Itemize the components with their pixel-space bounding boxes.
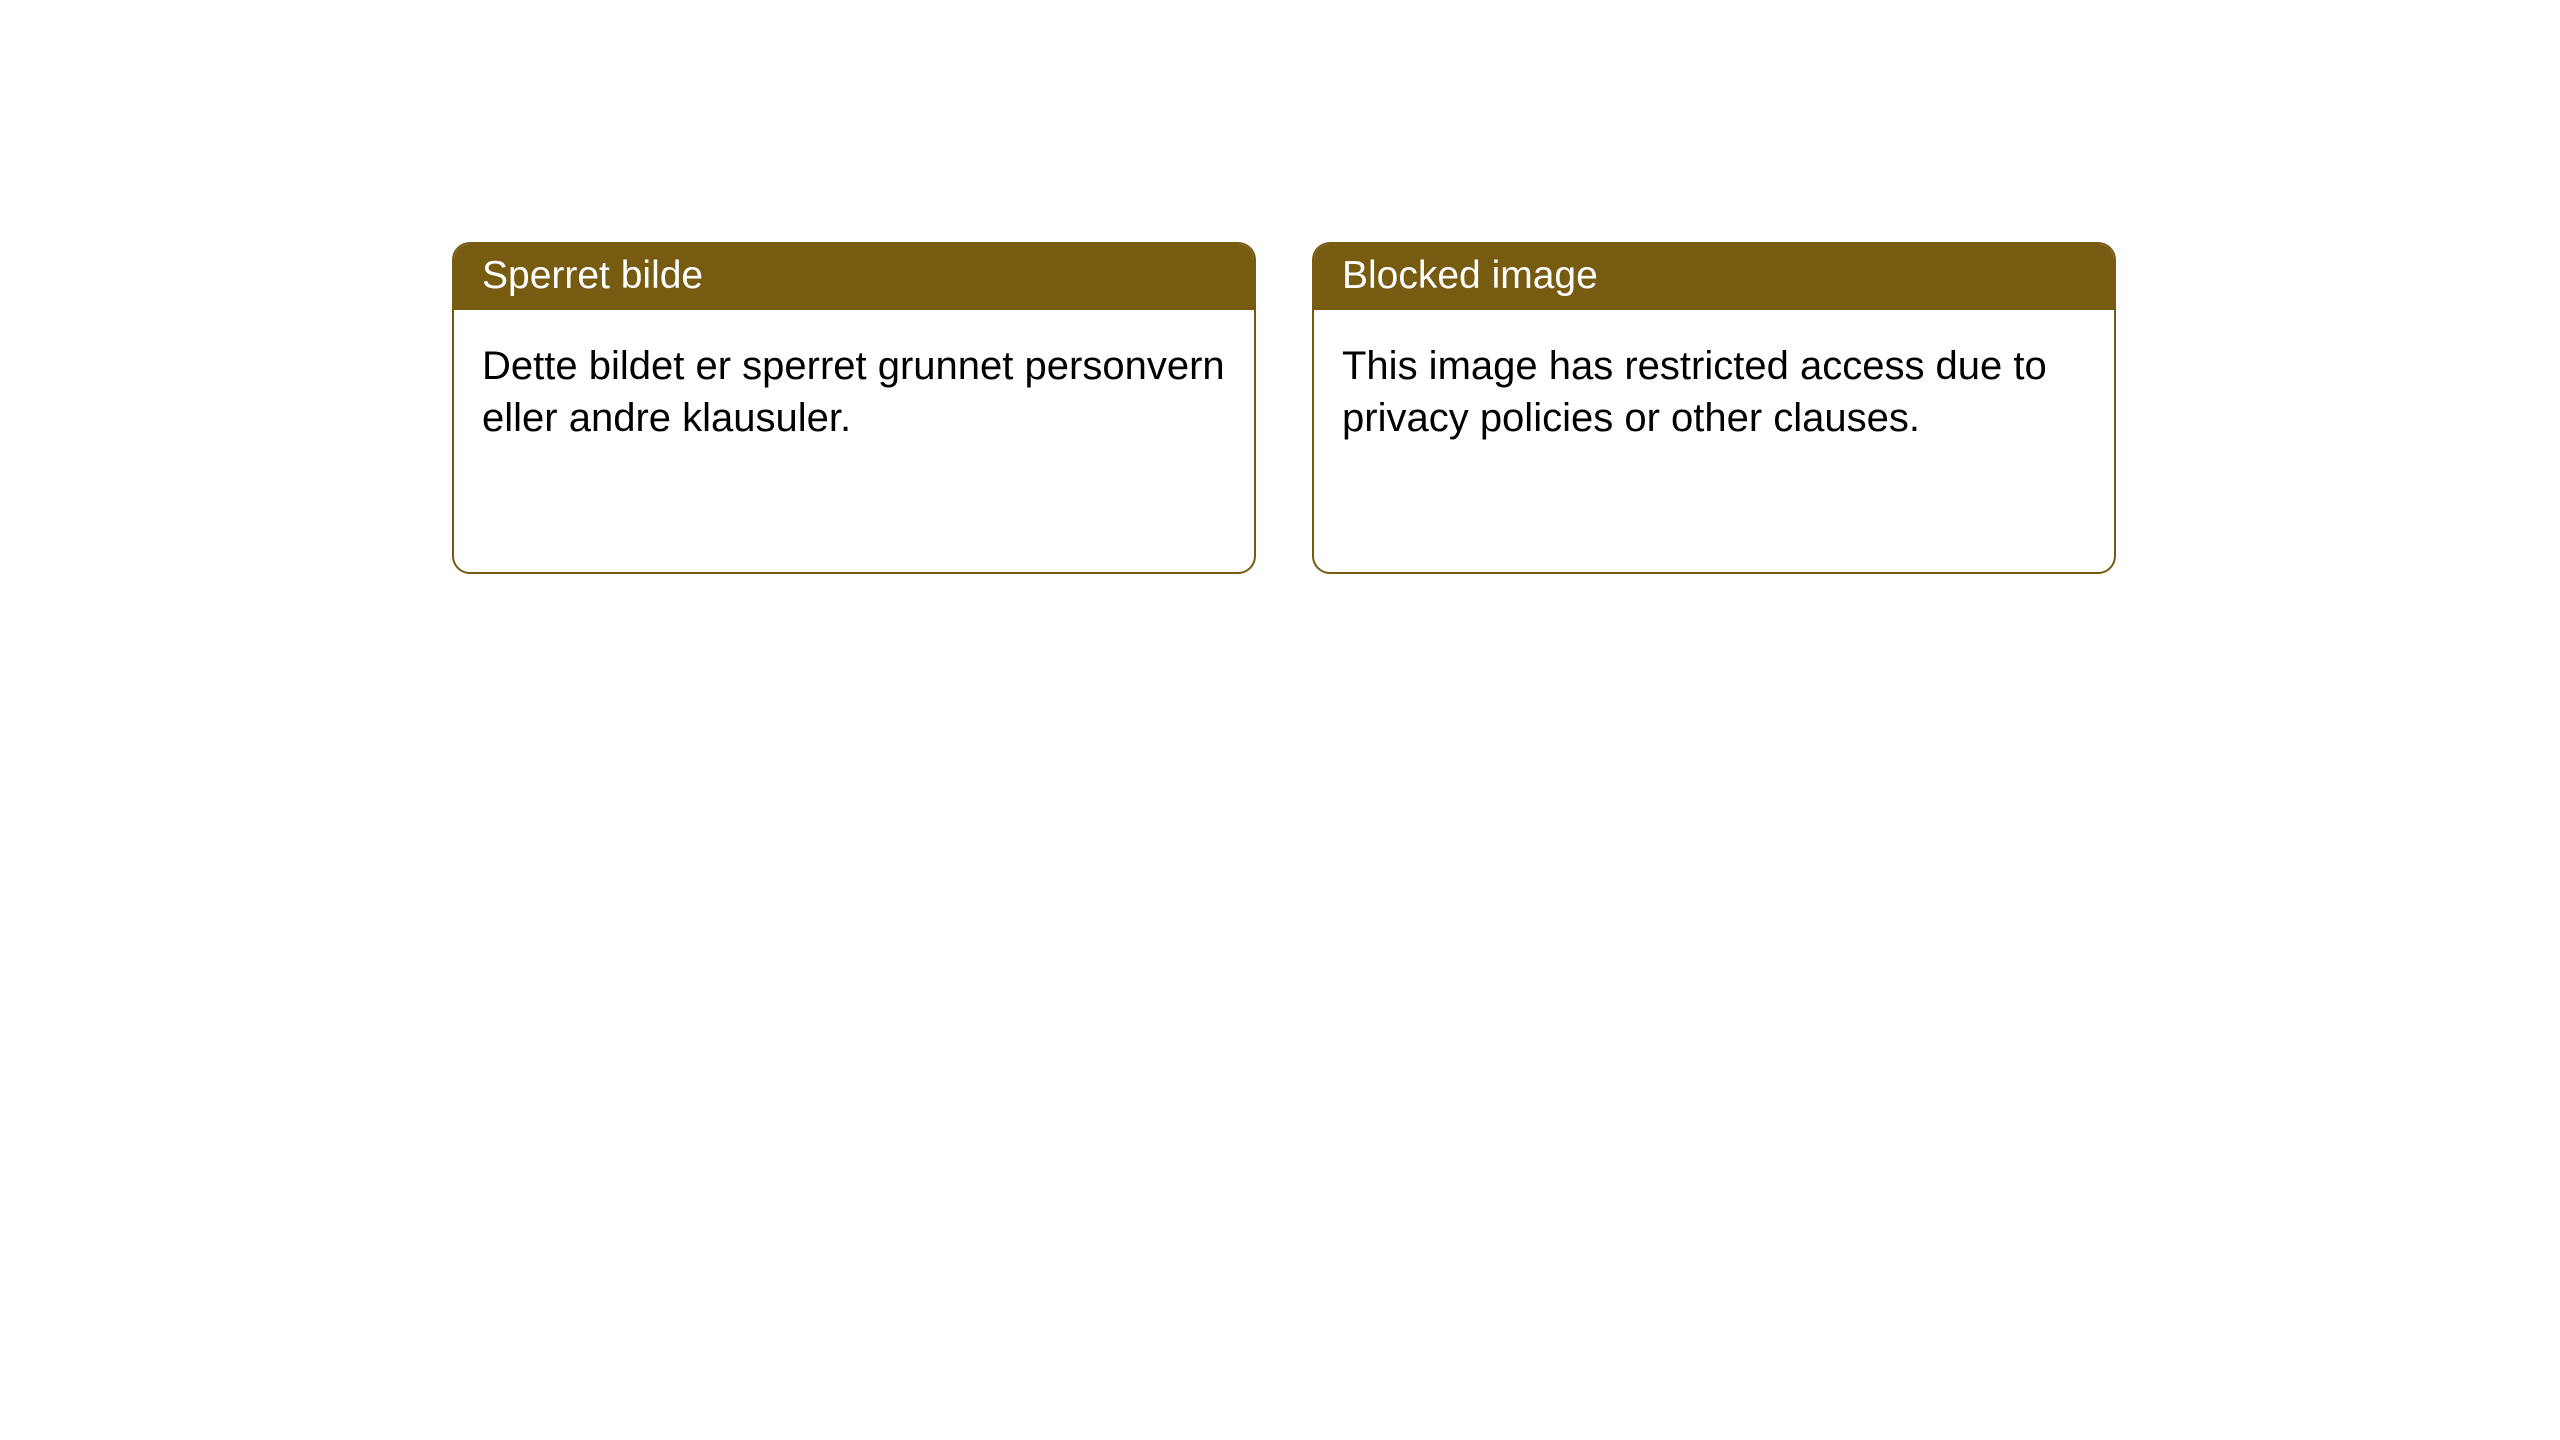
notice-card-english: Blocked image This image has restricted … — [1312, 242, 2116, 574]
notice-header: Sperret bilde — [454, 244, 1254, 310]
notice-card-norwegian: Sperret bilde Dette bildet er sperret gr… — [452, 242, 1256, 574]
notice-body: Dette bildet er sperret grunnet personve… — [454, 310, 1254, 474]
notice-body: This image has restricted access due to … — [1314, 310, 2114, 474]
notice-header: Blocked image — [1314, 244, 2114, 310]
notice-container: Sperret bilde Dette bildet er sperret gr… — [0, 0, 2560, 574]
